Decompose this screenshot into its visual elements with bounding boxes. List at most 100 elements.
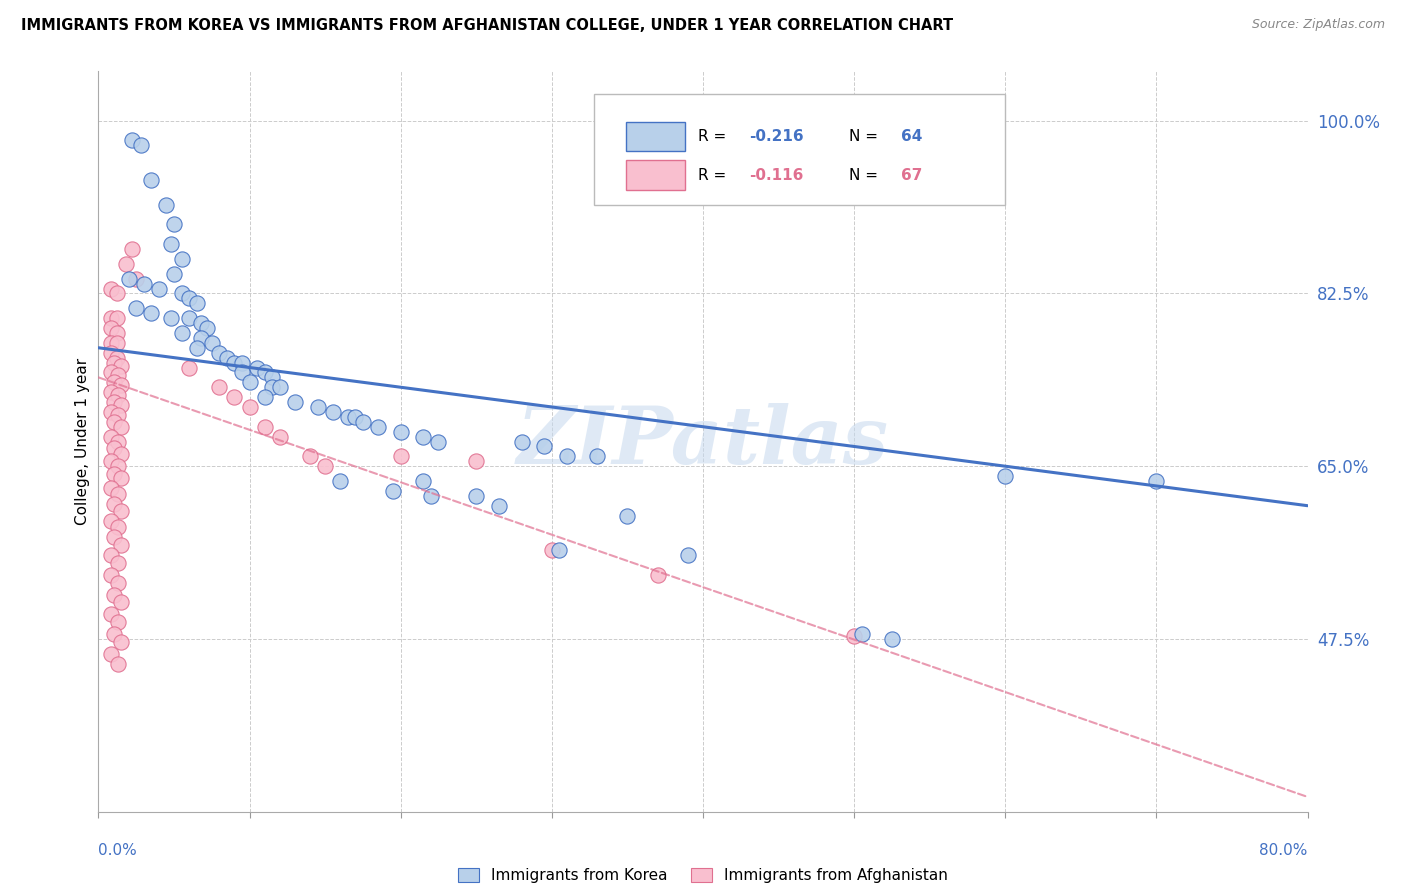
Point (103, 415, 125, 429)
Point (100, 647, 122, 661)
Point (141, 306, 163, 320)
Text: ZIPatlas: ZIPatlas (517, 403, 889, 480)
Point (488, 499, 510, 513)
Point (110, 447, 132, 461)
Point (100, 321, 122, 335)
Point (548, 543, 571, 558)
Point (389, 425, 412, 439)
Text: IMMIGRANTS FROM KOREA VS IMMIGRANTS FROM AFGHANISTAN COLLEGE, UNDER 1 YEAR CORRE: IMMIGRANTS FROM KOREA VS IMMIGRANTS FROM… (21, 18, 953, 33)
Point (110, 595, 132, 609)
Text: 0.0%: 0.0% (98, 843, 138, 858)
Point (389, 450, 412, 464)
Point (208, 380, 231, 394)
Point (163, 267, 186, 281)
Point (179, 360, 201, 375)
Point (344, 409, 367, 424)
Point (107, 520, 129, 534)
Point (103, 355, 125, 369)
Point (132, 277, 155, 291)
Text: R =: R = (699, 129, 731, 144)
Point (269, 380, 291, 394)
Point (253, 419, 276, 434)
Text: R =: R = (699, 168, 731, 183)
Point (224, 390, 246, 404)
Text: 80.0%: 80.0% (1260, 843, 1308, 858)
Point (160, 311, 183, 326)
Point (555, 450, 578, 464)
Point (239, 376, 262, 390)
Point (100, 429, 122, 443)
Point (121, 242, 143, 256)
Point (262, 380, 284, 394)
Point (107, 434, 129, 449)
Point (107, 368, 129, 383)
FancyBboxPatch shape (595, 94, 1005, 204)
Point (510, 434, 533, 449)
Point (676, 548, 699, 562)
Point (208, 345, 231, 359)
Point (100, 607, 122, 622)
Legend: Immigrants from Korea, Immigrants from Afghanistan: Immigrants from Korea, Immigrants from A… (451, 862, 955, 889)
Point (851, 627, 873, 641)
Point (465, 454, 488, 468)
Point (107, 487, 129, 501)
Point (100, 454, 122, 468)
Point (107, 408, 129, 422)
Point (110, 635, 132, 649)
Point (125, 271, 148, 285)
Point (100, 366, 122, 380)
Point (253, 390, 276, 404)
Point (195, 321, 218, 335)
Point (586, 450, 609, 464)
Point (1144, 474, 1167, 488)
Point (994, 469, 1017, 483)
Point (100, 514, 122, 528)
Point (533, 440, 555, 454)
Point (215, 351, 238, 365)
Point (307, 400, 329, 414)
Point (160, 237, 183, 252)
Point (110, 538, 132, 552)
Point (246, 360, 269, 375)
Point (190, 331, 212, 345)
FancyBboxPatch shape (626, 161, 685, 190)
Point (239, 400, 262, 414)
Point (103, 588, 125, 602)
Point (170, 252, 193, 266)
Point (190, 316, 212, 330)
Point (465, 489, 488, 503)
Point (352, 415, 374, 429)
Point (412, 474, 434, 488)
Point (269, 429, 291, 443)
Point (141, 173, 163, 187)
Text: -0.216: -0.216 (749, 129, 804, 144)
Point (114, 257, 136, 271)
Point (110, 503, 132, 517)
Point (224, 355, 246, 369)
Point (427, 434, 450, 449)
Point (100, 481, 122, 495)
Point (105, 351, 128, 365)
Point (329, 474, 352, 488)
Point (105, 335, 128, 350)
Point (100, 281, 122, 295)
Point (148, 281, 170, 295)
Point (253, 366, 276, 380)
Point (231, 355, 253, 369)
Point (107, 657, 129, 671)
Point (100, 548, 122, 562)
Point (103, 627, 125, 641)
Point (129, 138, 152, 153)
Point (186, 341, 208, 355)
Point (107, 575, 129, 590)
Text: N =: N = (849, 168, 883, 183)
Point (100, 405, 122, 419)
Point (170, 286, 193, 301)
Point (540, 543, 562, 558)
Point (336, 409, 359, 424)
Point (105, 311, 128, 326)
Point (110, 359, 132, 373)
Text: N =: N = (849, 129, 883, 144)
Point (880, 632, 903, 646)
Point (284, 395, 307, 409)
